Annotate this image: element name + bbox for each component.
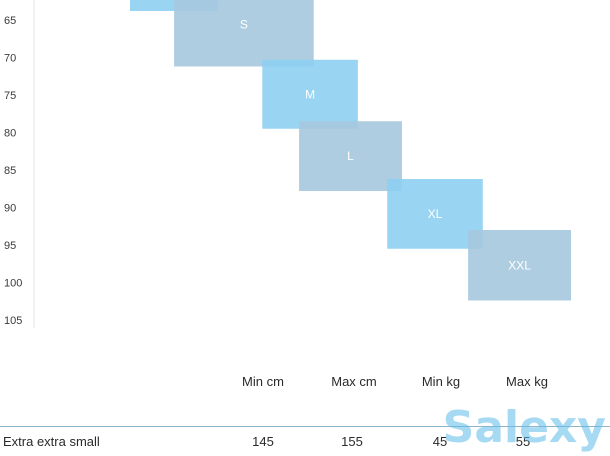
size-box-label: M xyxy=(305,87,315,101)
y-tick-label: 90 xyxy=(4,203,16,215)
y-tick-label: 75 xyxy=(4,90,16,102)
y-tick-label: 100 xyxy=(4,278,22,290)
size-box-label: S xyxy=(240,18,248,32)
size-box-xl xyxy=(387,179,483,249)
size-boxes: S M L XL XXL xyxy=(130,0,571,301)
table-divider xyxy=(0,426,610,427)
y-tick-label: 70 xyxy=(4,53,16,65)
y-axis-ticks: 65 70 75 80 85 90 95 100 105 xyxy=(4,15,22,327)
size-box-label: XXL xyxy=(508,258,531,272)
column-header-min-kg: Min kg xyxy=(421,374,461,389)
y-tick-label: 65 xyxy=(4,15,16,27)
size-box-l xyxy=(299,121,402,191)
y-tick-label: 80 xyxy=(4,128,16,140)
y-tick-label: 85 xyxy=(4,165,16,177)
size-box-xxl xyxy=(468,230,571,301)
y-tick-label: 95 xyxy=(4,240,16,252)
size-box-label: L xyxy=(347,149,354,163)
size-range-chart: 65 70 75 80 85 90 95 100 105 S M L XL XXL xyxy=(4,0,571,328)
row-min-cm: 145 xyxy=(252,434,274,449)
row-max-kg: 55 xyxy=(515,434,531,449)
y-tick-label: 105 xyxy=(4,315,22,327)
size-box-s xyxy=(174,0,314,67)
column-header-min-cm: Min cm xyxy=(242,374,284,389)
size-box-label: XL xyxy=(428,207,443,221)
column-header-max-cm: Max cm xyxy=(331,374,377,389)
column-header-max-kg: Max kg xyxy=(506,374,548,389)
row-size-name: Extra extra small xyxy=(3,434,100,449)
row-max-cm: 155 xyxy=(341,434,363,449)
watermark-logo: Salexy xyxy=(442,402,606,453)
size-box-m xyxy=(262,59,358,129)
row-min-kg: 45 xyxy=(432,434,448,449)
